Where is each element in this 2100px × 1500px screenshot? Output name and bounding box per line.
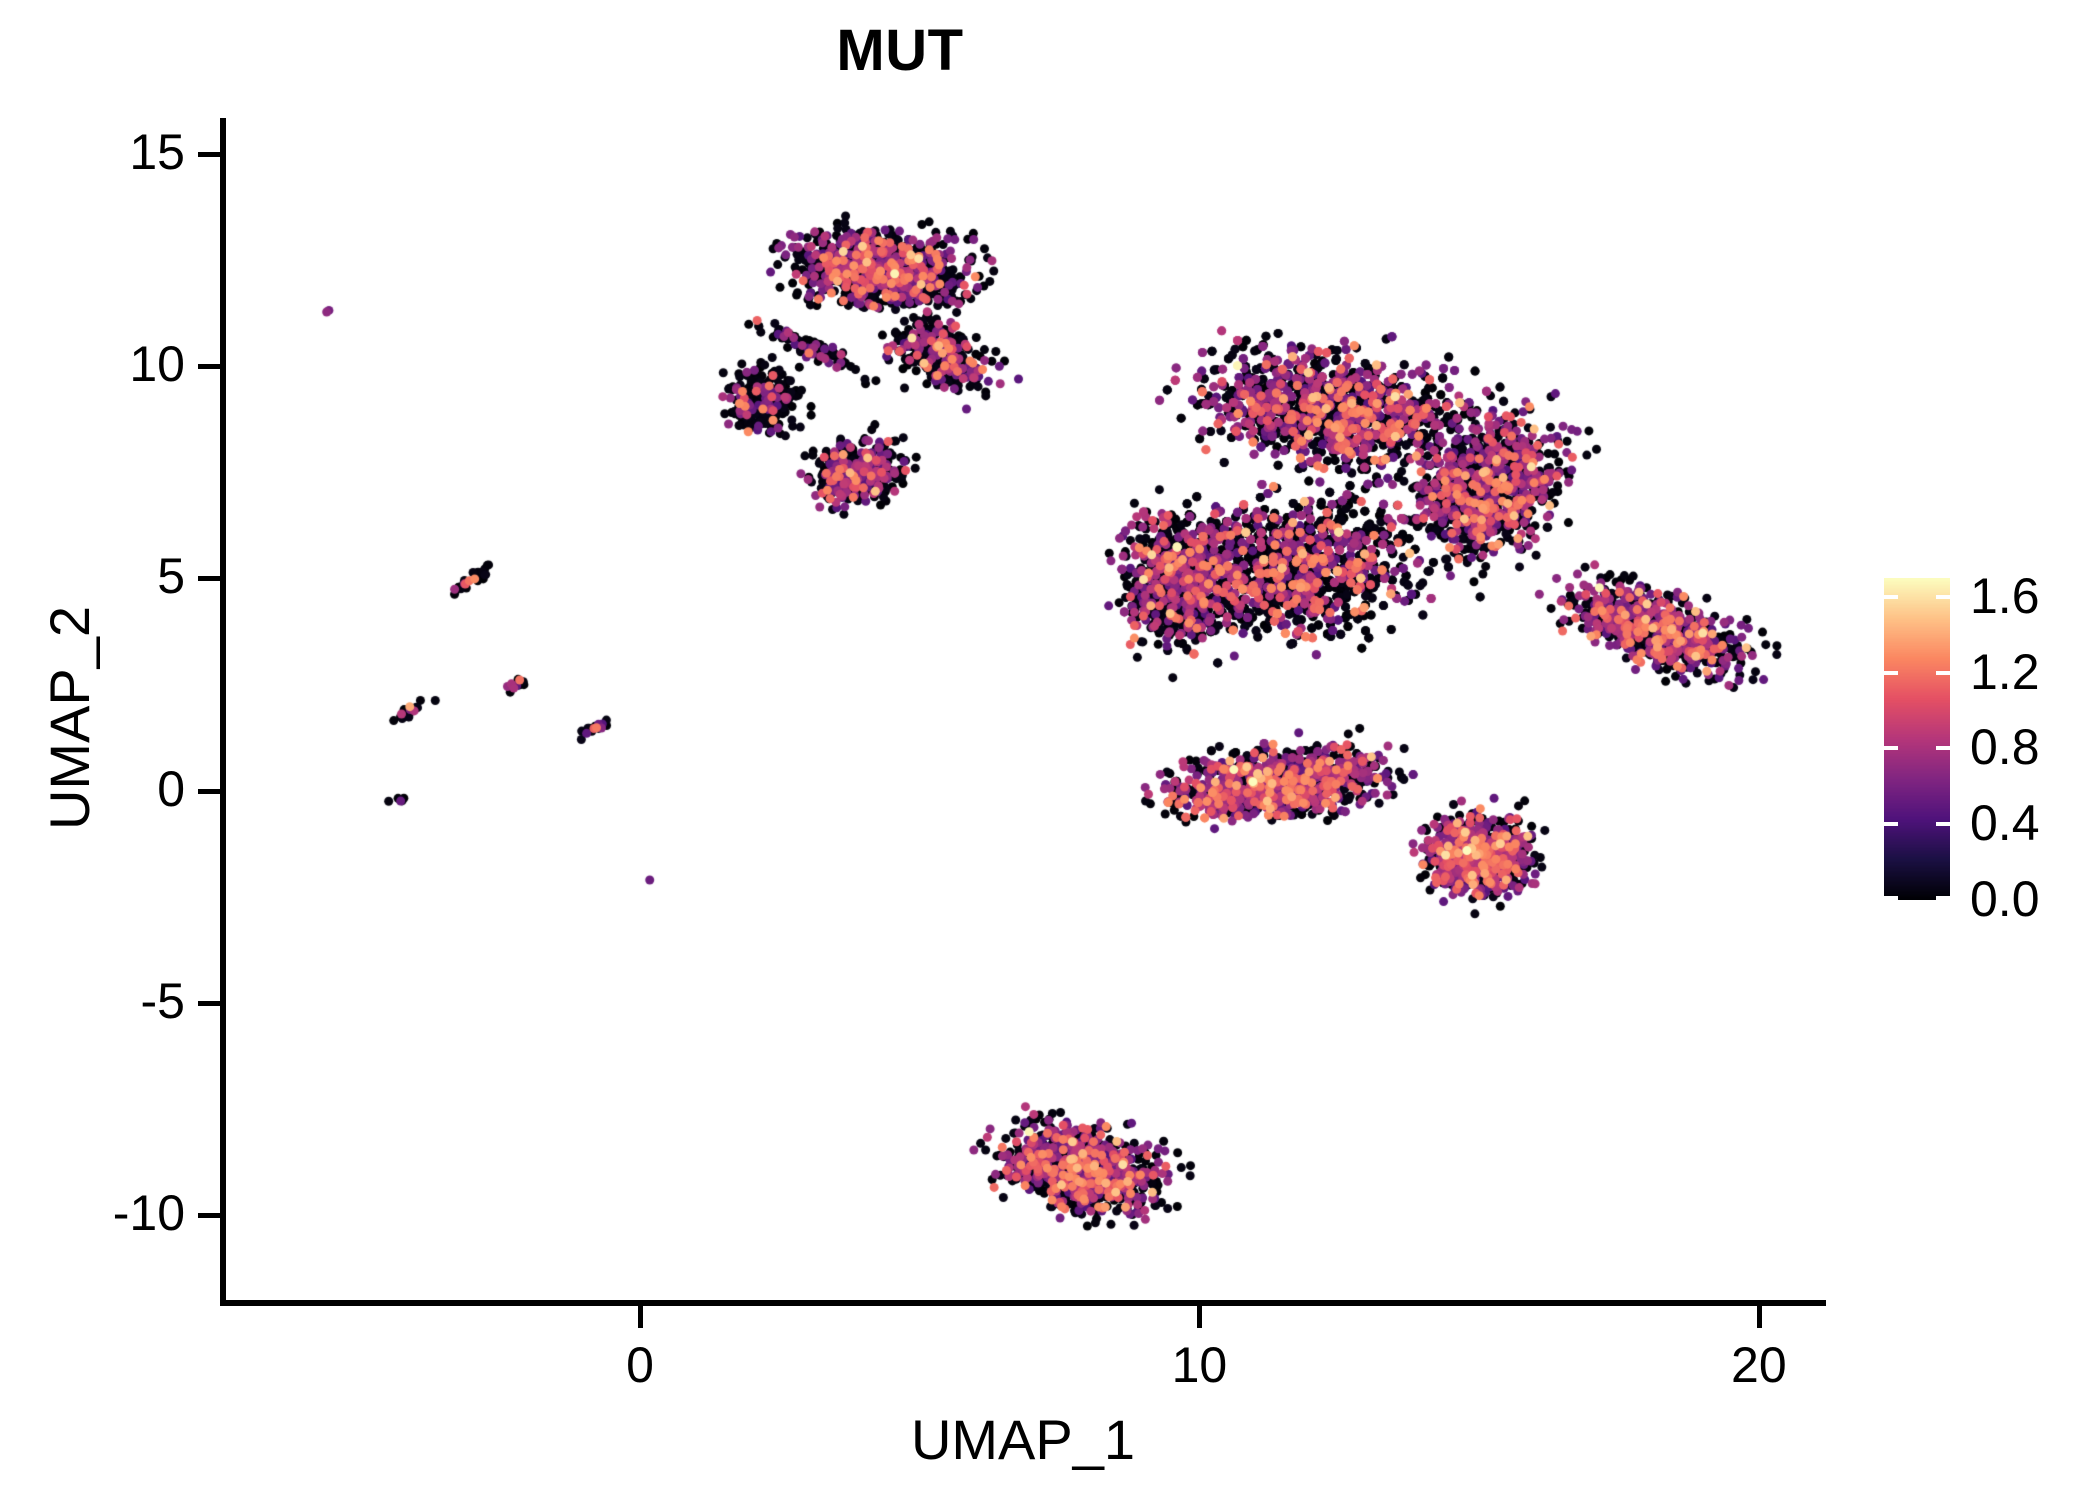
x-axis-title: UMAP_1 xyxy=(910,1408,1136,1471)
y-tick-mark xyxy=(198,1213,221,1219)
scatter-plot-canvas xyxy=(226,120,1826,1300)
colorbar-tick-label: 0.0 xyxy=(1970,871,2040,927)
y-tick-mark xyxy=(198,1000,221,1006)
x-axis-line xyxy=(220,1300,1826,1306)
y-tick-label: -5 xyxy=(140,972,185,1029)
x-tick-label: 10 xyxy=(1171,1337,1228,1393)
x-tick-mark xyxy=(1756,1305,1762,1328)
x-tick-label: 20 xyxy=(1731,1337,1787,1393)
y-tick-label: 10 xyxy=(129,336,185,393)
colorbar-tick-label: 0.4 xyxy=(1970,795,2040,852)
y-tick-label: 0 xyxy=(157,760,185,817)
page-title: MUT xyxy=(836,18,964,83)
y-tick-mark xyxy=(198,788,221,794)
y-tick-mark xyxy=(198,364,221,370)
colorbar-tick-label: 1.2 xyxy=(1970,643,2040,700)
colorbar-tick-mark xyxy=(1884,594,1950,599)
y-axis-title: UMAP_2 xyxy=(38,605,101,831)
colorbar-tick-label: 1.6 xyxy=(1970,567,2040,624)
y-tick-label: -10 xyxy=(112,1185,185,1242)
x-tick-label: 0 xyxy=(626,1337,654,1393)
x-tick-mark xyxy=(1197,1305,1203,1328)
colorbar-tick-mark xyxy=(1884,822,1950,827)
y-tick-mark xyxy=(198,151,221,157)
x-tick-mark xyxy=(637,1305,643,1328)
colorbar-tick-mark xyxy=(1884,670,1950,675)
colorbar-gradient xyxy=(1884,578,1950,900)
colorbar-tick-mark xyxy=(1884,746,1950,751)
y-axis-line xyxy=(220,118,226,1306)
y-tick-label: 15 xyxy=(129,123,185,180)
colorbar-tick-mark xyxy=(1884,896,1950,900)
y-tick-label: 5 xyxy=(157,548,185,605)
colorbar-tick-label: 0.8 xyxy=(1970,719,2040,776)
y-tick-mark xyxy=(198,576,221,582)
colorbar-legend: 1.6 1.2 0.8 0.4 0.0 xyxy=(1884,571,2084,924)
